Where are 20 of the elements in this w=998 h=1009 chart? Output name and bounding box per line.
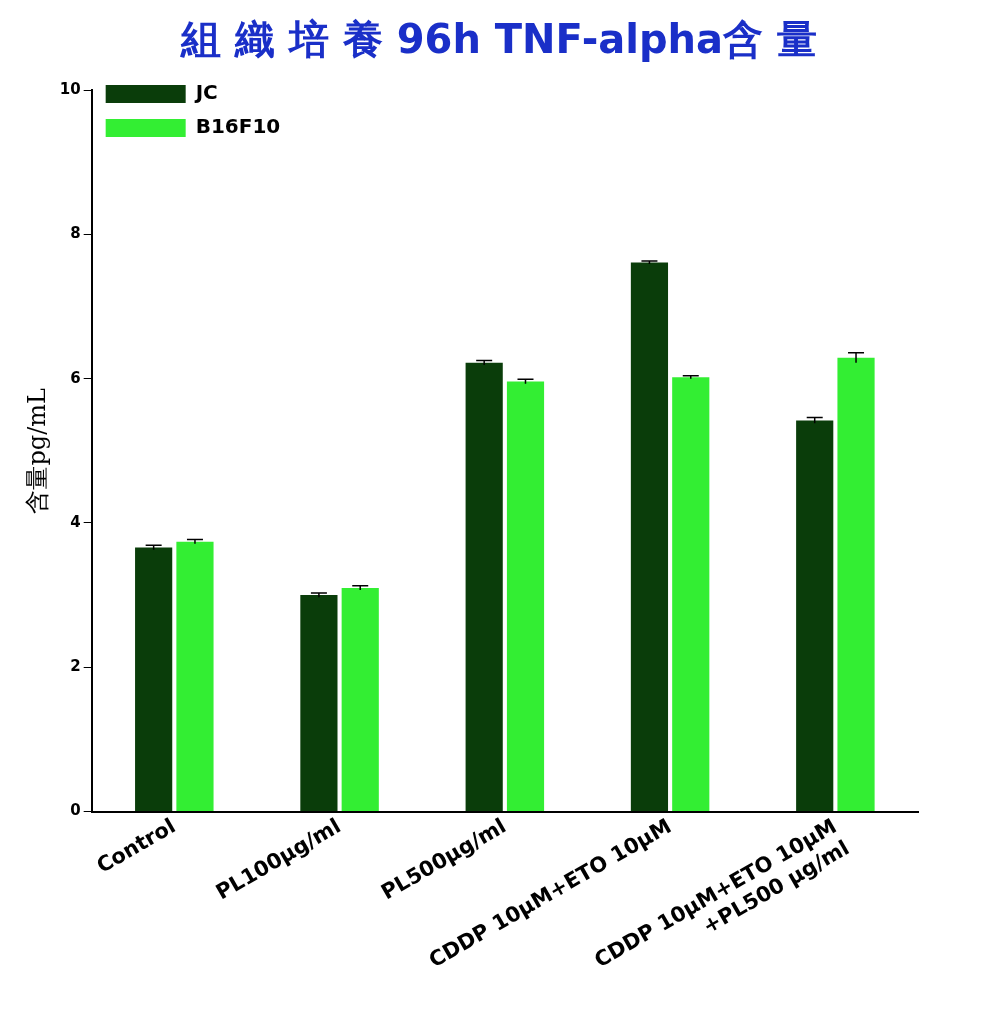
bar bbox=[341, 587, 379, 812]
bar bbox=[176, 541, 214, 812]
y-tick-label: 0 bbox=[70, 801, 81, 820]
bar bbox=[796, 420, 834, 812]
bar bbox=[630, 262, 669, 812]
legend-label: JC bbox=[193, 80, 218, 105]
y-tick-label: 4 bbox=[70, 512, 81, 531]
bar bbox=[672, 377, 710, 812]
y-axis-title: 含量pg/mL bbox=[22, 387, 51, 514]
bar bbox=[837, 357, 875, 812]
y-tick-label: 8 bbox=[70, 224, 81, 243]
bar bbox=[135, 547, 173, 812]
legend-label: B16F10 bbox=[195, 114, 281, 139]
y-tick-label: 6 bbox=[70, 368, 81, 387]
bar bbox=[506, 381, 545, 812]
bar bbox=[300, 595, 338, 812]
y-tick-label: 2 bbox=[70, 657, 81, 676]
y-tick-label: 10 bbox=[59, 79, 81, 98]
bar bbox=[465, 362, 503, 812]
chart-title: 組 織 培 養 96h TNF-alpha含 量 bbox=[179, 15, 818, 64]
